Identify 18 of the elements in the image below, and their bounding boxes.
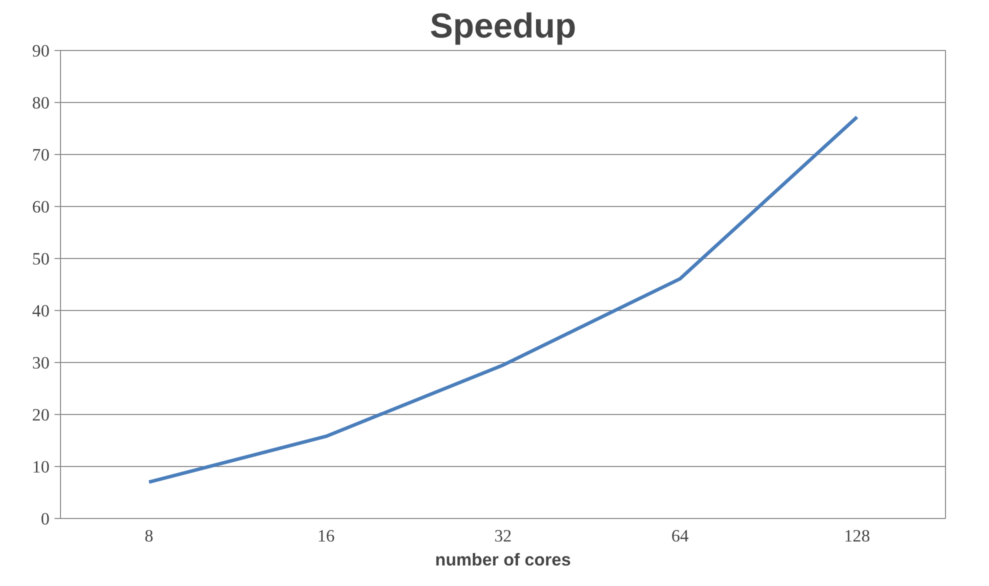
- y-tick-label: 0: [40, 510, 50, 528]
- y-tick-label: 30: [32, 354, 50, 372]
- x-tick-label: 32: [494, 526, 512, 546]
- y-tick-label: 70: [32, 146, 50, 164]
- y-tick-label: 60: [32, 198, 50, 216]
- x-tick-label: 128: [844, 526, 870, 546]
- x-axis-title: number of cores: [435, 550, 571, 570]
- y-tick-label: 90: [32, 42, 50, 60]
- y-tick-label: 40: [32, 302, 50, 320]
- y-tick-label: 50: [32, 250, 50, 268]
- y-tick-label: 20: [32, 406, 50, 424]
- y-tick-label: 80: [32, 94, 50, 112]
- line-series: [147, 115, 859, 484]
- x-tick-label: 64: [671, 526, 689, 546]
- chart-title: Speedup: [430, 8, 576, 46]
- x-tick-label: 16: [317, 526, 335, 546]
- y-tick-label: 10: [32, 458, 50, 476]
- x-tick-label: 8: [144, 526, 154, 546]
